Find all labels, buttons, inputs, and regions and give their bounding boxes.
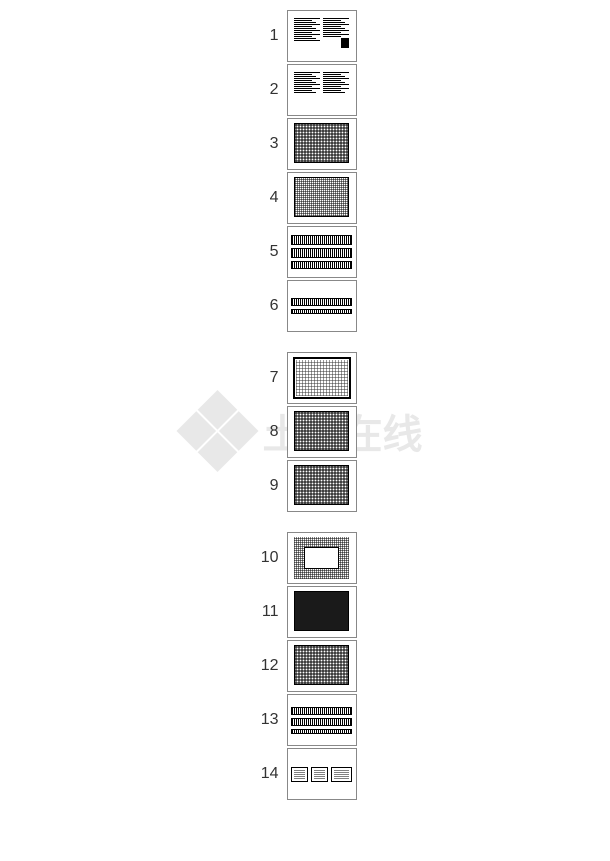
thumbnail-row: 8: [254, 406, 357, 458]
thumbnail-3[interactable]: [287, 118, 357, 170]
thumbnail-row: 12: [254, 640, 357, 692]
thumbnail-row: 6: [254, 280, 357, 332]
thumbnail-9[interactable]: [287, 460, 357, 512]
thumbnail-row: 1: [254, 10, 357, 62]
thumbnail-number: 2: [254, 81, 279, 99]
thumbnail-2[interactable]: [287, 64, 357, 116]
thumbnail-list: 1 2 3 4 5 6 7: [254, 10, 357, 800]
thumbnail-row: 13: [254, 694, 357, 746]
thumbnail-preview: [291, 465, 352, 508]
thumbnail-12[interactable]: [287, 640, 357, 692]
thumbnail-14[interactable]: [287, 748, 357, 800]
thumbnail-row: 4: [254, 172, 357, 224]
thumbnail-preview: [291, 411, 352, 454]
thumbnail-number: 13: [254, 711, 279, 729]
thumbnail-number: 9: [254, 477, 279, 495]
thumbnail-row: 3: [254, 118, 357, 170]
thumbnail-number: 4: [254, 189, 279, 207]
thumbnail-number: 6: [254, 297, 279, 315]
thumbnail-number: 8: [254, 423, 279, 441]
thumbnail-preview: [291, 357, 352, 400]
thumbnail-preview: [291, 231, 352, 274]
thumbnail-row: 14: [254, 748, 357, 800]
thumbnail-preview: [291, 645, 352, 688]
thumbnail-preview: [291, 699, 352, 742]
thumbnail-5[interactable]: [287, 226, 357, 278]
thumbnail-13[interactable]: [287, 694, 357, 746]
thumbnail-8[interactable]: [287, 406, 357, 458]
thumbnail-number: 3: [254, 135, 279, 153]
thumbnail-number: 7: [254, 369, 279, 387]
thumbnail-number: 10: [254, 549, 279, 567]
thumbnail-preview: [291, 537, 352, 580]
thumbnail-11[interactable]: [287, 586, 357, 638]
thumbnail-preview: [291, 69, 352, 112]
thumbnail-10[interactable]: [287, 532, 357, 584]
thumbnail-row: 2: [254, 64, 357, 116]
thumbnail-preview: [291, 753, 352, 796]
thumbnail-row: 7: [254, 352, 357, 404]
thumbnail-preview: [291, 15, 352, 58]
thumbnail-preview: [291, 123, 352, 166]
thumbnail-6[interactable]: [287, 280, 357, 332]
thumbnail-1[interactable]: [287, 10, 357, 62]
thumbnail-number: 14: [254, 765, 279, 783]
thumbnail-row: 9: [254, 460, 357, 512]
thumbnail-row: 10: [254, 532, 357, 584]
thumbnail-preview: [291, 591, 352, 634]
thumbnail-row: 5: [254, 226, 357, 278]
thumbnail-7[interactable]: [287, 352, 357, 404]
watermark-logo-icon: [175, 388, 260, 473]
thumbnail-4[interactable]: [287, 172, 357, 224]
thumbnail-number: 12: [254, 657, 279, 675]
thumbnail-row: 11: [254, 586, 357, 638]
thumbnail-preview: [291, 177, 352, 220]
thumbnail-number: 5: [254, 243, 279, 261]
thumbnail-number: 11: [254, 603, 279, 621]
thumbnail-number: 1: [254, 27, 279, 45]
thumbnail-preview: [291, 285, 352, 328]
